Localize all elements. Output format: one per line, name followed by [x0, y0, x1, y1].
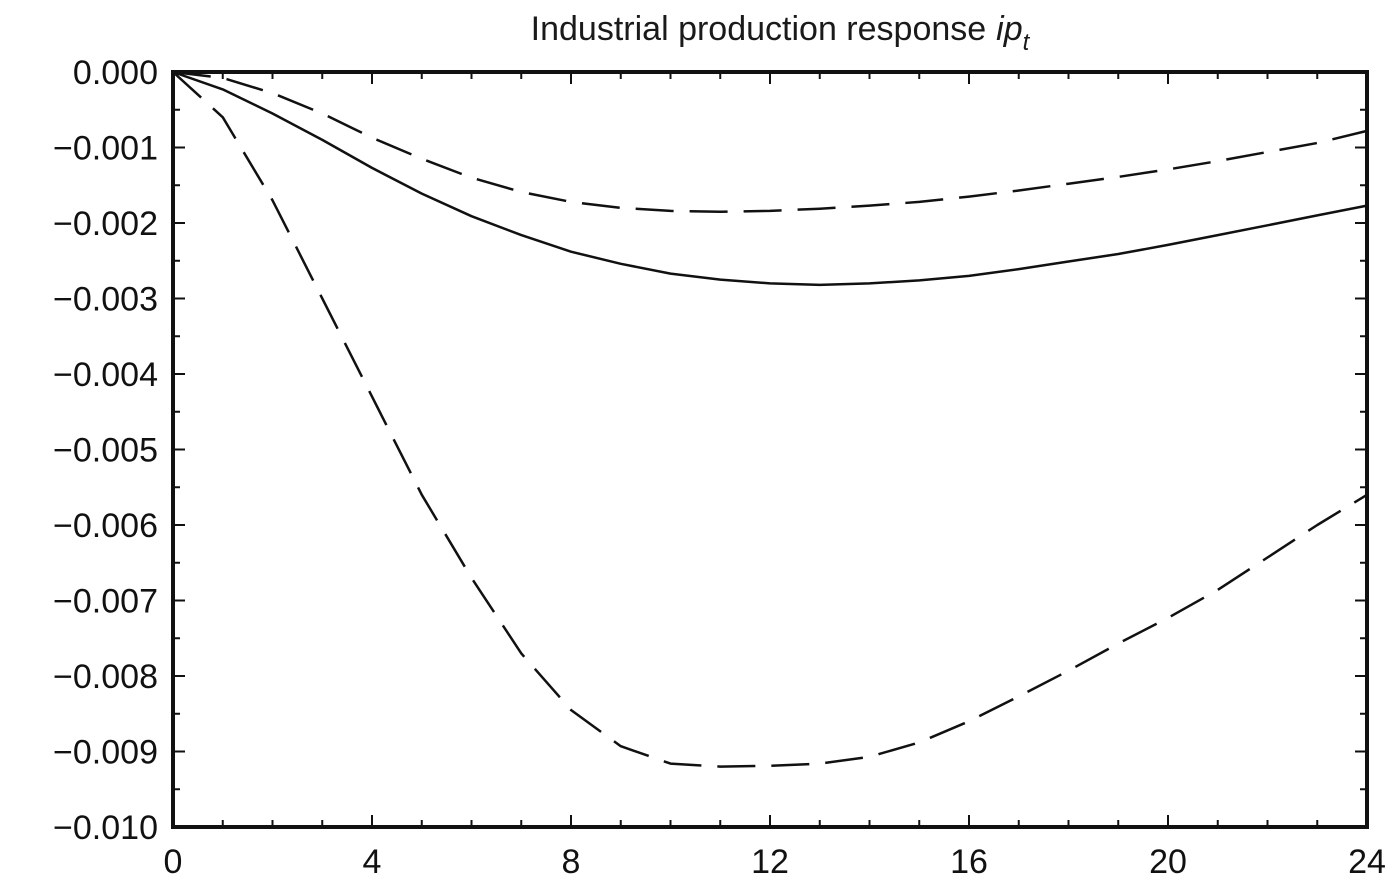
chart-title: Industrial production response ipt [531, 10, 1031, 56]
x-tick-label: 8 [562, 843, 581, 880]
y-tick-label: −0.005 [53, 432, 158, 470]
dashed-series-line-1 [172, 70, 1368, 213]
series-group [172, 70, 1368, 768]
y-tick-label: −0.009 [53, 734, 158, 772]
tick-labels: 0 4 8 12 16 20 24 0.000 −0.001 −0.002 −0.003 −0.004… [53, 54, 1386, 880]
x-tick-label: 0 [164, 843, 183, 880]
tick-marks [172, 71, 1368, 828]
chart-title-subscript: t [1023, 29, 1031, 56]
plot-frame [171, 70, 1369, 829]
y-tick-label: −0.001 [53, 130, 158, 168]
y-tick-label: −0.007 [53, 583, 158, 621]
chart-title-variable: ip [996, 10, 1022, 48]
solid-series-line-0 [172, 70, 1368, 287]
y-tick-label: −0.004 [53, 356, 158, 394]
x-tick-label: 4 [363, 843, 382, 880]
y-tick-label: −0.008 [53, 658, 158, 696]
y-tick-label: −0.010 [53, 809, 158, 847]
y-tick-label: −0.003 [53, 281, 158, 319]
x-tick-label: 12 [751, 843, 789, 880]
y-tick-label: 0.000 [73, 54, 158, 92]
x-tick-label: 16 [950, 843, 988, 880]
y-tick-label: −0.002 [53, 205, 158, 243]
chart-title-text: Industrial production response [531, 10, 987, 48]
y-tick-label: −0.006 [53, 507, 158, 545]
dashed-series-line-2 [172, 71, 1368, 768]
x-tick-label: 24 [1348, 843, 1386, 880]
x-tick-label: 20 [1149, 843, 1187, 880]
